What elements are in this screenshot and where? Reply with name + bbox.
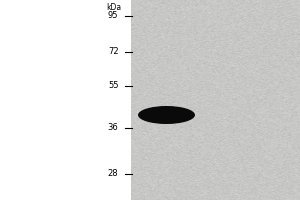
Bar — [130, 0, 300, 200]
Text: 72: 72 — [108, 47, 119, 56]
Text: 95: 95 — [108, 11, 119, 21]
Text: kDa: kDa — [106, 3, 122, 12]
Ellipse shape — [138, 106, 195, 124]
Text: 36: 36 — [108, 123, 118, 132]
Text: 28: 28 — [108, 170, 119, 178]
Text: 55: 55 — [108, 82, 119, 90]
